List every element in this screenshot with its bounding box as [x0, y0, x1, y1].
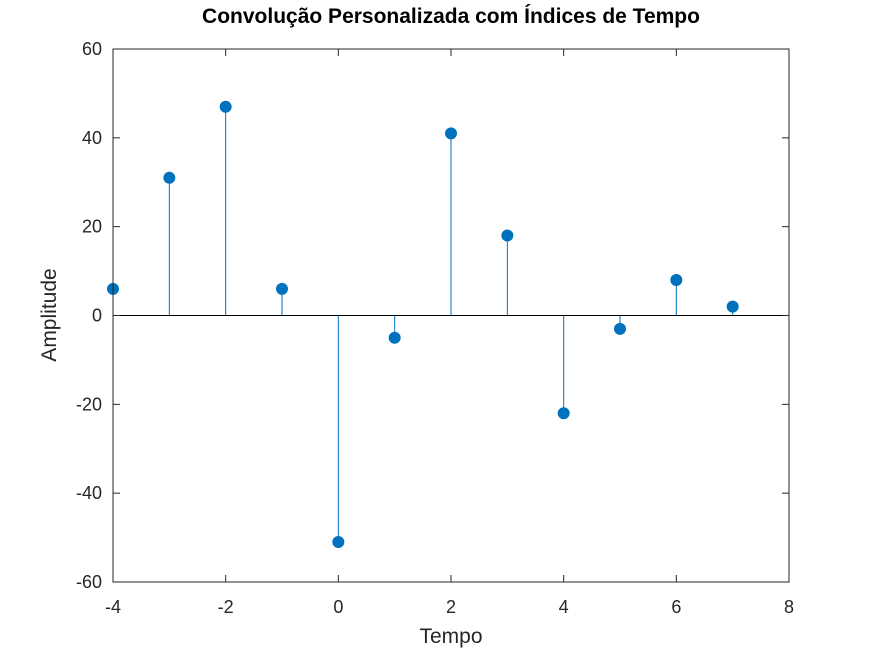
stem-marker — [614, 322, 626, 335]
y-tick-label: -60 — [76, 572, 102, 592]
stem-marker — [276, 282, 288, 295]
stem-marker — [726, 300, 739, 313]
stem-series — [107, 100, 739, 549]
y-axis-ticks: -60 -40 -20 0 20 40 60 — [76, 39, 789, 592]
x-axis-label: Tempo — [419, 625, 482, 648]
y-tick-label: -40 — [76, 483, 102, 503]
x-tick-label: -2 — [218, 597, 234, 617]
y-tick-label: 40 — [82, 128, 102, 148]
x-tick-label: 4 — [559, 597, 569, 617]
stem-marker — [670, 273, 683, 286]
x-tick-label: -4 — [105, 597, 121, 617]
x-axis-ticks: -4 -2 0 2 4 6 8 — [105, 49, 794, 617]
y-tick-label: 60 — [82, 39, 102, 59]
x-tick-label: 6 — [671, 597, 681, 617]
chart-title: Convolução Personalizada com Índices de … — [202, 5, 700, 28]
stem-marker — [332, 536, 345, 549]
y-tick-label: 20 — [82, 217, 102, 237]
stem-marker — [163, 171, 176, 184]
y-tick-label: 0 — [92, 306, 102, 326]
x-tick-label: 0 — [333, 597, 343, 617]
x-tick-label: 2 — [446, 597, 456, 617]
stem-marker — [219, 100, 232, 113]
y-tick-label: -20 — [76, 394, 102, 414]
stem-marker — [445, 127, 457, 140]
stem-marker — [501, 229, 514, 242]
x-tick-label: 8 — [784, 597, 794, 617]
stem-marker — [388, 331, 401, 344]
y-axis-label: Amplitude — [38, 268, 61, 361]
stem-marker — [557, 407, 570, 420]
